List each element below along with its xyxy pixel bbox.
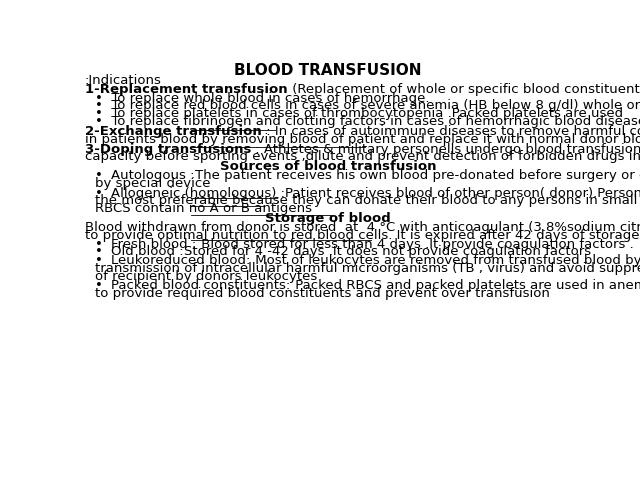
Text: (Replacement of whole or specific blood constituents ): (Replacement of whole or specific blood …	[287, 84, 640, 96]
Text: the most preferable because they can donate their blood to any persons in small : the most preferable because they can don…	[95, 194, 640, 207]
Text: The patient receives his own blood pre-donated before surgery or collected durin: The patient receives his own blood pre-d…	[195, 169, 640, 182]
Text: Old blood :: Old blood :	[111, 245, 184, 258]
Text: Autologous :: Autologous :	[111, 169, 195, 182]
Text: to provide optimal nutrition to red blood cells. It is expired after 42 days of : to provide optimal nutrition to red bloo…	[85, 229, 640, 242]
Text: •: •	[95, 169, 111, 182]
Text: •: •	[95, 279, 111, 292]
Text: 2-Exchange transfusion: 2-Exchange transfusion	[85, 125, 262, 138]
Text: Leukoreduced blood:: Leukoreduced blood:	[111, 254, 251, 267]
Text: Fresh blood :: Fresh blood :	[111, 238, 196, 251]
Text: Stored for 4 -42 days .It does not provide coagulation factors: Stored for 4 -42 days .It does not provi…	[184, 245, 591, 258]
Text: of recipient by donors leukocytes: of recipient by donors leukocytes	[95, 270, 317, 283]
Text: •: •	[95, 238, 111, 251]
Text: Packed RBCS and packed platelets are used in anemia and thrombocytopenia: Packed RBCS and packed platelets are use…	[291, 279, 640, 292]
Text: RBCS contain no A or B antigens: RBCS contain no A or B antigens	[95, 202, 312, 215]
Text: transmission of intracellular harmful microorganisms (TB , virus) and avoid supp: transmission of intracellular harmful mi…	[95, 262, 640, 275]
Text: Allogeneic (homologous) :: Allogeneic (homologous) :	[111, 187, 285, 200]
Text: : Athletes & military personells undergo blood transfusion to increase their phy: : Athletes & military personells undergo…	[252, 143, 640, 156]
Text: Blood stored for less than 4 days .It provide coagulation factors .: Blood stored for less than 4 days .It pr…	[196, 238, 633, 251]
Text: •  To replace whole blood in cases of hemorrhage.: • To replace whole blood in cases of hem…	[95, 92, 429, 105]
Text: •: •	[95, 254, 111, 267]
Text: 3-Doping transfusions: 3-Doping transfusions	[85, 143, 252, 156]
Text: to provide required blood constituents and prevent over transfusion: to provide required blood constituents a…	[95, 287, 550, 300]
Text: Most of leukocytes are removed from transfused blood by filtration to prevent: Most of leukocytes are removed from tran…	[251, 254, 640, 267]
Text: Storage of blood: Storage of blood	[265, 212, 391, 225]
Text: •  To replace red blood cells in cases of severe anemia (HB below 8 g/dl) whole : • To replace red blood cells in cases of…	[95, 99, 640, 112]
Text: by special device: by special device	[95, 177, 211, 190]
Text: BLOOD TRANSFUSION: BLOOD TRANSFUSION	[234, 63, 422, 78]
Text: •  To replace platelets in cases of thrombocytopenia .Packed platelets are used: • To replace platelets in cases of throm…	[95, 107, 623, 120]
Text: Sources of blood transfusion: Sources of blood transfusion	[220, 160, 436, 173]
Text: capacity before sporting events ,dilute and prevent detection of forbidden drugs: capacity before sporting events ,dilute …	[85, 150, 640, 163]
Text: •: •	[95, 245, 111, 258]
Text: Blood withdrawn from donor is stored  at  4 °C with anticoagulant (3.8%sodium ci: Blood withdrawn from donor is stored at …	[85, 221, 640, 234]
Text: Patient receives blood of other person( donor).Persons with O blood group is: Patient receives blood of other person( …	[285, 187, 640, 200]
Text: 1-Replacement transfusion: 1-Replacement transfusion	[85, 84, 287, 96]
Text: :Indications: :Indications	[85, 74, 162, 87]
Text: •: •	[95, 187, 111, 200]
Text: Packed blood constituents:: Packed blood constituents:	[111, 279, 291, 292]
Text: : In cases of autoimmune diseases to remove harmful constituents (autoantibodies: : In cases of autoimmune diseases to rem…	[262, 125, 640, 138]
Text: •  To replace fibrinogen and clotting factors in cases of hemorrhagic blood dise: • To replace fibrinogen and clotting fac…	[95, 115, 640, 128]
Text: in patients blood by removing blood of patient and replace it with normal donor : in patients blood by removing blood of p…	[85, 132, 640, 145]
